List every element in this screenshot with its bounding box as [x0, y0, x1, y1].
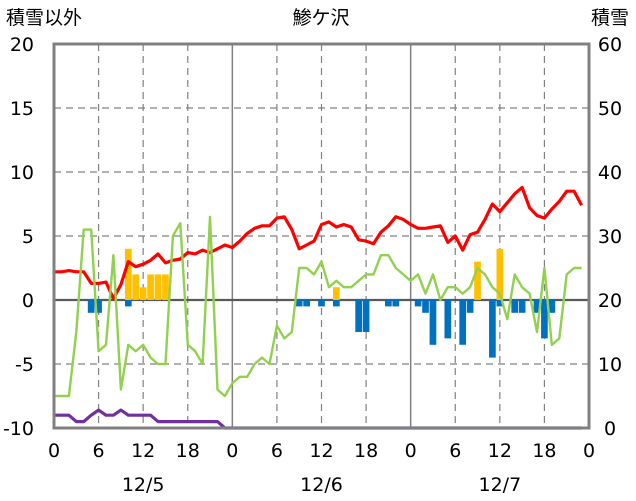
- precip-bar: [124, 248, 132, 300]
- plot-border: [52, 42, 591, 430]
- bars: [87, 248, 556, 358]
- snow-change-bar: [95, 300, 102, 313]
- precip-bar: [162, 274, 169, 300]
- wind-line: [54, 408, 582, 430]
- snow-change-bar: [459, 300, 467, 345]
- snow-change-bar: [333, 300, 340, 307]
- snow-change-bar: [385, 300, 392, 307]
- snow-change-bar: [541, 300, 548, 339]
- x-tick-label: 18: [354, 440, 378, 462]
- right-axis-title: 積雪: [591, 7, 629, 29]
- x-tick-label: 0: [583, 440, 595, 462]
- x-tick-label: 18: [532, 440, 556, 462]
- precip-bar: [496, 248, 504, 300]
- chart-title: 鯵ケ沢: [292, 7, 349, 29]
- left-tick-label: 10: [10, 162, 34, 184]
- left-tick-label: -5: [15, 354, 34, 376]
- left-tick-label: 0: [22, 290, 34, 312]
- x-tick-label: 0: [226, 440, 238, 462]
- right-tick-label: 60: [598, 34, 622, 56]
- snow-change-bar: [548, 300, 556, 313]
- precip-bar: [333, 287, 340, 300]
- x-tick-label: 12: [131, 440, 155, 462]
- snow-change-bar: [303, 300, 310, 307]
- snow-change-bar: [429, 300, 437, 345]
- precip-bar: [474, 261, 481, 300]
- snow-change-bar: [124, 300, 132, 307]
- snow-change-bar: [518, 300, 526, 313]
- x-tick-label: 6: [449, 440, 461, 462]
- x-tick-label: 0: [405, 440, 417, 462]
- right-tick-label: 40: [598, 162, 622, 184]
- plot-frame: [52, 42, 591, 430]
- snow-change-bar: [355, 300, 362, 332]
- precip-bar: [147, 274, 154, 300]
- precip-bar: [154, 274, 162, 300]
- snow-change-bar: [466, 300, 474, 313]
- snow-change-bar: [392, 300, 400, 307]
- snow-change-bar: [87, 300, 95, 313]
- temperature-line: [54, 185, 584, 301]
- snow-change-bar: [414, 300, 422, 307]
- left-axis-title: 積雪以外: [6, 7, 82, 29]
- x-tick-label: 12: [309, 440, 333, 462]
- snow-change-bar: [511, 300, 519, 313]
- grid: [54, 44, 589, 428]
- x-tick-label: 6: [271, 440, 283, 462]
- precip-bar: [132, 274, 140, 300]
- series-lines: [54, 185, 584, 430]
- snow-change-bar: [533, 300, 541, 313]
- right-tick-label: 50: [598, 98, 622, 120]
- precip-bar: [139, 287, 147, 300]
- left-tick-label: 5: [22, 226, 34, 248]
- x-tick-label: 6: [93, 440, 105, 462]
- date-label: 12/6: [300, 474, 343, 496]
- snow-change-bar: [295, 300, 303, 307]
- snow_depth-line: [54, 215, 582, 398]
- date-label: 12/7: [478, 474, 521, 496]
- right-tick-label: 20: [598, 290, 622, 312]
- x-tick-label: 18: [176, 440, 200, 462]
- snow-change-bar: [496, 300, 504, 307]
- right-tick-label: 10: [598, 354, 622, 376]
- right-tick-label: 0: [604, 418, 616, 440]
- date-label: 12/5: [122, 474, 165, 496]
- x-tick-label: 12: [488, 440, 512, 462]
- snow-change-bar: [444, 300, 452, 339]
- snow-change-bar: [489, 300, 496, 358]
- snow-change-bar: [362, 300, 370, 332]
- left-tick-label: 15: [10, 98, 34, 120]
- snow-change-bar: [318, 300, 325, 307]
- left-tick-label: 20: [10, 34, 34, 56]
- x-tick-label: 0: [48, 440, 60, 462]
- snow-change-bar: [422, 300, 429, 313]
- left-tick-label: -10: [3, 418, 34, 440]
- right-tick-label: 30: [598, 226, 622, 248]
